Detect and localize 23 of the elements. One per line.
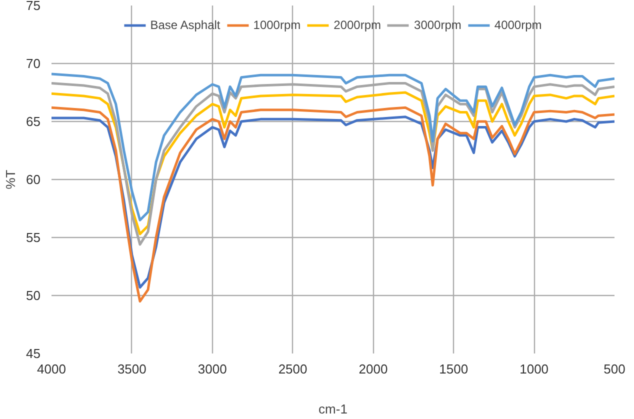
legend-label: Base Asphalt bbox=[150, 18, 220, 32]
y-tick-label: 45 bbox=[26, 346, 41, 361]
y-tick-label: 70 bbox=[26, 56, 41, 71]
x-tick-label: 3500 bbox=[117, 362, 146, 376]
x-tick-label: 2500 bbox=[278, 362, 308, 376]
x-tick-label: 4000 bbox=[37, 362, 66, 376]
x-tick-label: 3000 bbox=[198, 362, 227, 376]
y-axis-title: %T bbox=[3, 170, 18, 190]
y-tick-label: 55 bbox=[26, 230, 41, 245]
legend-label: 4000rpm bbox=[494, 18, 542, 32]
y-tick-label: 50 bbox=[26, 288, 41, 303]
line-series bbox=[52, 72, 614, 222]
x-tick-label: 500 bbox=[604, 362, 626, 376]
y-tick-label: 75 bbox=[26, 0, 41, 13]
x-tick-label: 1000 bbox=[520, 362, 549, 376]
x-axis-title: cm-1 bbox=[318, 402, 348, 416]
y-tick-label: 60 bbox=[26, 172, 41, 187]
y-tick-label: 65 bbox=[26, 114, 41, 129]
legend-label: 1000rpm bbox=[253, 18, 301, 32]
x-tick-label: 1500 bbox=[439, 362, 468, 376]
legend-label: 3000rpm bbox=[414, 18, 462, 32]
legend-label: 2000rpm bbox=[334, 18, 382, 32]
x-tick-label: 2000 bbox=[358, 362, 388, 376]
